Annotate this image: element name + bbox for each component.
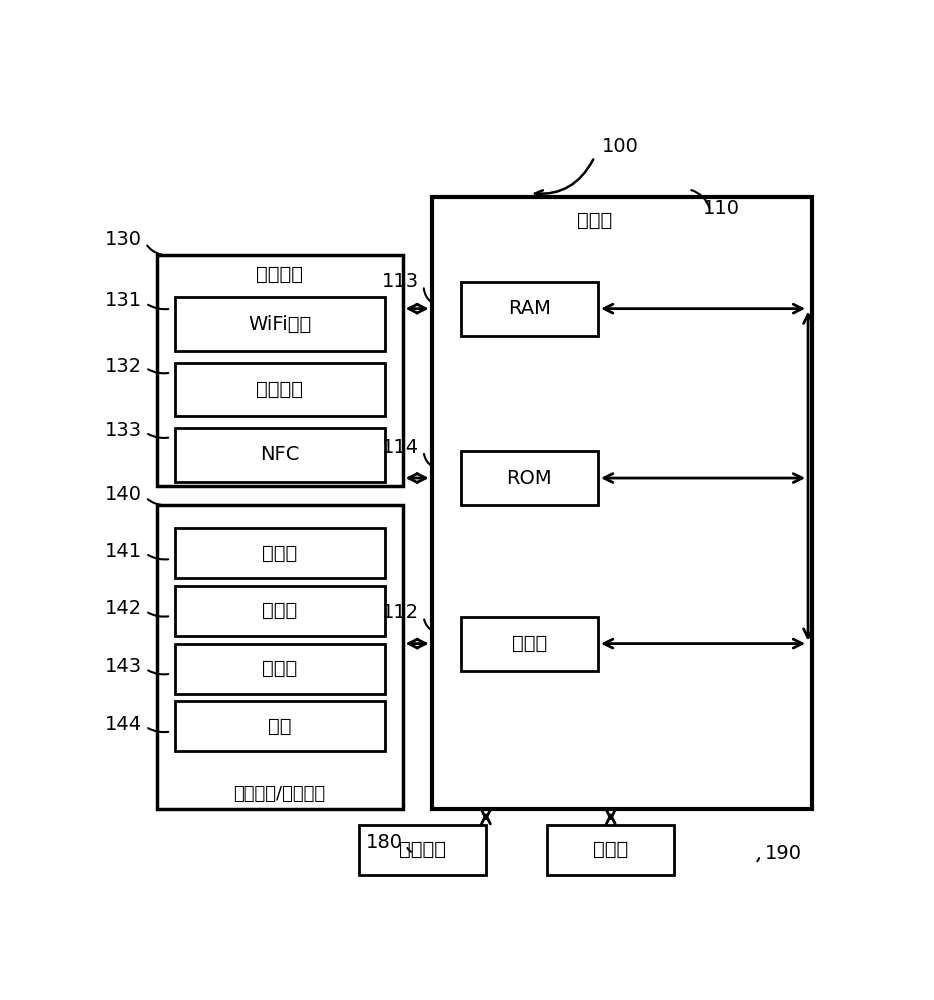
- Text: 143: 143: [105, 657, 142, 676]
- Text: 141: 141: [105, 542, 142, 561]
- Text: 114: 114: [382, 438, 419, 457]
- Text: RAM: RAM: [508, 299, 551, 318]
- Text: 处理器: 处理器: [512, 634, 547, 653]
- Bar: [460, 451, 598, 505]
- Bar: [547, 825, 674, 875]
- Text: 控制器: 控制器: [577, 211, 612, 230]
- Bar: [175, 297, 385, 351]
- Text: 112: 112: [382, 603, 419, 622]
- Text: 130: 130: [106, 230, 142, 249]
- Text: 传感器: 传感器: [262, 659, 297, 678]
- Text: 131: 131: [105, 291, 142, 310]
- Text: ROM: ROM: [506, 469, 552, 488]
- Text: 蓝牙模块: 蓝牙模块: [256, 380, 304, 399]
- Text: 133: 133: [105, 421, 142, 440]
- Text: 110: 110: [702, 199, 740, 218]
- Text: NFC: NFC: [260, 445, 299, 464]
- Text: 通信接口: 通信接口: [256, 264, 304, 284]
- Bar: [157, 255, 403, 486]
- Text: 用户输入/输出接口: 用户输入/输出接口: [234, 785, 326, 803]
- Bar: [175, 363, 385, 416]
- Text: 144: 144: [105, 715, 142, 734]
- Bar: [175, 528, 385, 578]
- Bar: [175, 701, 385, 751]
- Text: 供电电源: 供电电源: [399, 840, 446, 859]
- Bar: [432, 197, 812, 809]
- Text: 180: 180: [366, 833, 403, 852]
- Bar: [175, 428, 385, 482]
- Bar: [360, 825, 486, 875]
- Text: 麦克风: 麦克风: [262, 544, 297, 563]
- Bar: [175, 644, 385, 694]
- Text: 190: 190: [765, 844, 801, 863]
- Text: 140: 140: [106, 485, 142, 504]
- Text: 触摸板: 触摸板: [262, 601, 297, 620]
- Bar: [460, 617, 598, 671]
- Text: 100: 100: [601, 137, 638, 156]
- Text: WiFi芯片: WiFi芯片: [248, 315, 311, 334]
- Bar: [175, 586, 385, 636]
- Text: 142: 142: [105, 599, 142, 618]
- Text: 存储器: 存储器: [593, 840, 629, 859]
- Bar: [157, 505, 403, 809]
- Text: 132: 132: [105, 357, 142, 376]
- Text: 按键: 按键: [268, 717, 291, 736]
- Text: 113: 113: [382, 272, 419, 291]
- Bar: [460, 282, 598, 336]
